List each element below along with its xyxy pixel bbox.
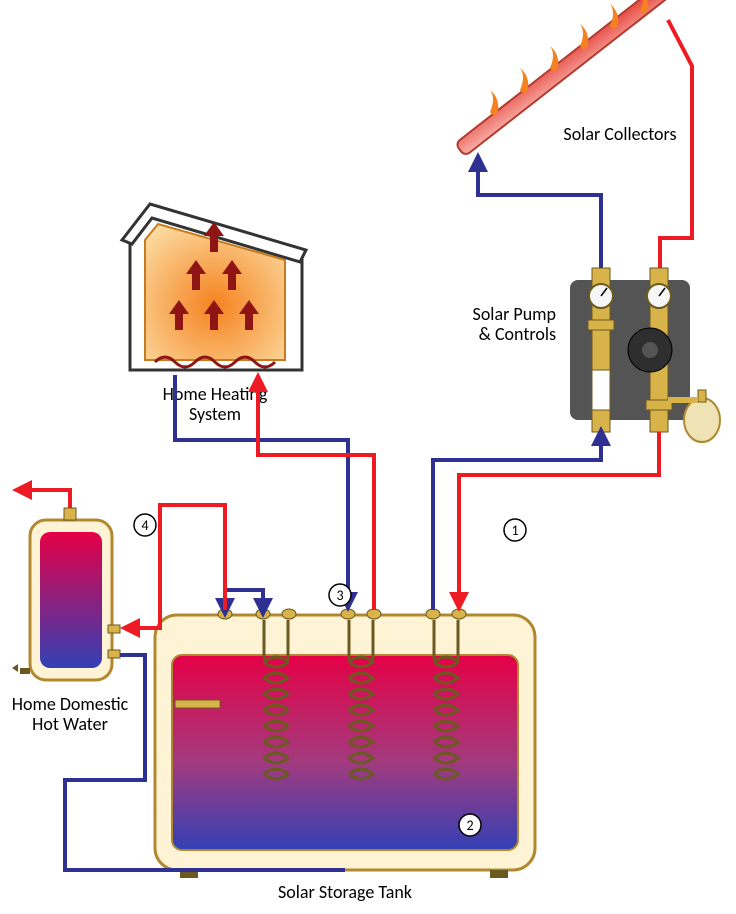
marker-4: 4 — [141, 517, 148, 534]
solar-pump-label-1: Solar Pump — [473, 303, 556, 325]
heating-label-2: System — [189, 403, 241, 425]
domestic-hot-water-tank: Home Domestic Hot Water — [12, 508, 129, 735]
dhw-label-1: Home Domestic — [12, 693, 129, 715]
dhw-label-2: Hot Water — [32, 713, 108, 735]
solar-storage-tank-label: Solar Storage Tank — [278, 881, 412, 903]
heating-label-1: Home Heating — [163, 383, 268, 405]
solar-storage-tank: Solar Storage Tank — [155, 609, 535, 903]
marker-2: 2 — [466, 817, 473, 834]
marker-3: 3 — [336, 587, 343, 604]
marker-1: 1 — [511, 522, 518, 539]
solar-collectors-label: Solar Collectors — [563, 123, 676, 145]
solar-pump-station: Solar Pump & Controls — [473, 268, 720, 442]
solar-pump-label-2: & Controls — [479, 323, 556, 345]
solar-collectors: Solar Collectors — [455, 0, 676, 156]
home-heating-system: Home Heating System — [122, 204, 306, 425]
